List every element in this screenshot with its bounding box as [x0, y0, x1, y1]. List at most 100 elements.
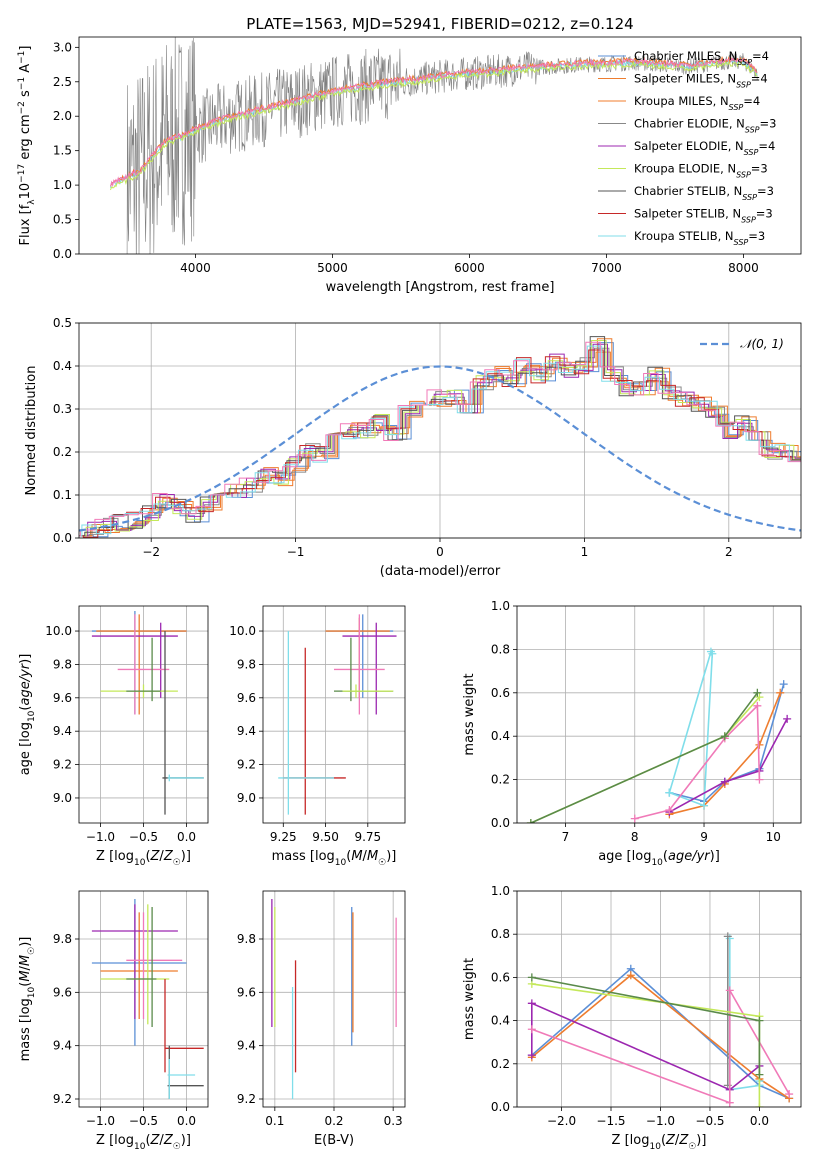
series-marker [723, 932, 732, 941]
figure-title: PLATE=1563, MJD=52941, FIBERID=0212, z=0… [246, 15, 633, 33]
y-tick-label: 0.5 [53, 316, 72, 330]
y-tick-label: 0.2 [53, 445, 72, 459]
x-tick-label: 0.1 [265, 1114, 284, 1128]
spectrum-model-line [110, 59, 758, 191]
legend-label: Chabrier MILES, NSSP=4 [634, 49, 769, 67]
x-tick-label: −1.5 [596, 1114, 625, 1128]
x-tick-label: 0.0 [750, 1114, 769, 1128]
x-tick-label: 0.2 [324, 1114, 343, 1128]
mass_weight_vs_Z-ylabel: mass weight [462, 958, 477, 1040]
x-tick-label: 0.0 [177, 1114, 196, 1128]
series-marker [755, 693, 764, 702]
series-line [530, 692, 759, 823]
series-marker [776, 688, 785, 697]
mass_weight_vs_age-axes: 7 8 9 10 0.0 0.2 0.4 0.6 0.8 1.0 [491, 599, 801, 844]
spectrum-frame [78, 36, 802, 255]
y-tick-label: 9.2 [53, 1092, 72, 1106]
mass_weight_vs_Z-frame [516, 890, 802, 1108]
spectrum-axes: 4000 5000 6000 7000 8000 0.0 0.5 1.0 1.5 2.0 2.5 3.… [53, 40, 759, 275]
residual-histogram [79, 336, 801, 537]
residual-histograms [79, 336, 801, 538]
legend-label: Kroupa ELODIE, NSSP=3 [634, 162, 768, 180]
mass_weight_vs_age-lines [526, 647, 792, 823]
x-tick-label: 9.75 [354, 830, 381, 844]
y-tick-label: 0.2 [491, 1057, 510, 1071]
series-marker [527, 973, 536, 982]
mass_vs_ebv-points [271, 899, 397, 1099]
series-marker [725, 986, 734, 995]
spectrum-data [126, 37, 758, 254]
x-tick-label: 0.3 [384, 1114, 403, 1128]
mass_weight_vs_age-ylabel: mass weight [462, 673, 477, 755]
legend-label: Kroupa MILES, NSSP=4 [634, 94, 760, 112]
y-tick-label: 9.8 [237, 657, 256, 671]
legend-label: Salpeter MILES, NSSP=4 [634, 72, 768, 90]
age_vs_Z-xlabel: Z [log10(Z/Z☉)] [96, 849, 191, 868]
x-tick-label: −0.5 [695, 1114, 724, 1128]
mass_vs_ebv-frame [262, 890, 406, 1108]
x-tick-label: 9.25 [270, 830, 297, 844]
series-marker [779, 680, 788, 689]
age_vs_Z-points [91, 611, 204, 815]
y-tick-label: 10.0 [229, 624, 256, 638]
mass_vs_Z-ylabel: mass [log10(M/M☉)] [18, 937, 37, 1062]
y-tick-label: 0.8 [491, 642, 510, 656]
x-tick-label: −1 [287, 545, 305, 559]
mass_vs_ebv-xlabel: E(B-V) [314, 1133, 354, 1148]
x-tick-label: 9.50 [312, 830, 339, 844]
y-tick-label: 0.0 [53, 247, 72, 261]
y-tick-label: 0.5 [53, 213, 72, 227]
series-marker [755, 1016, 764, 1025]
legend-label: Chabrier STELIB, NSSP=3 [634, 184, 774, 202]
x-tick-label: 9 [700, 830, 708, 844]
x-tick-label: −2 [142, 545, 160, 559]
series-marker [755, 1070, 764, 1079]
x-tick-label: 6000 [454, 261, 485, 275]
legend-label: Kroupa STELIB, NSSP=3 [634, 229, 765, 247]
series-line [634, 703, 761, 820]
y-tick-label: 1.5 [53, 144, 72, 158]
x-tick-label: −0.5 [129, 1114, 158, 1128]
age_vs_mass-points [278, 614, 397, 815]
y-tick-label: 9.4 [237, 1039, 256, 1053]
mass_weight_vs_age-xlabel: age [log10(age/yr)] [598, 849, 720, 868]
residuals-ylabel: Normed distribution [24, 366, 39, 496]
y-tick-label: 9.2 [53, 758, 72, 772]
series-marker [755, 775, 764, 784]
x-tick-label: 0 [436, 545, 444, 559]
series-marker [630, 814, 639, 823]
normal-curve [79, 365, 801, 532]
y-tick-label: 9.4 [53, 1039, 72, 1053]
x-tick-label: −1.0 [86, 1114, 115, 1128]
residual-histogram [79, 343, 801, 537]
x-tick-label: −0.5 [129, 830, 158, 844]
x-tick-label: −1.0 [86, 830, 115, 844]
legend-label: Chabrier ELODIE, NSSP=3 [634, 117, 776, 135]
series-marker [700, 801, 709, 810]
x-tick-label: 4000 [180, 261, 211, 275]
spectrum-legend: Chabrier MILES, NSSP=4 Salpeter MILES, NS… [598, 49, 776, 247]
x-tick-label: 0.0 [177, 830, 196, 844]
y-tick-label: 0.8 [491, 927, 510, 941]
y-tick-label: 1.0 [53, 178, 72, 192]
age_vs_Z-frame [78, 605, 209, 824]
series-marker [665, 805, 674, 814]
age_vs_Z-ylabel: age [log10(age/yr)] [18, 654, 37, 776]
y-tick-label: 0.6 [491, 686, 510, 700]
x-tick-label: 10 [766, 830, 781, 844]
mass_vs_ebv-axes: 0.1 0.2 0.3 9.2 9.4 9.6 9.8 [237, 891, 405, 1128]
series-marker [755, 740, 764, 749]
y-tick-label: 0.4 [491, 729, 510, 743]
y-tick-label: 9.4 [53, 724, 72, 738]
y-tick-label: 0.4 [53, 359, 72, 373]
residual-histogram [79, 349, 801, 538]
y-tick-label: 9.2 [237, 1092, 256, 1106]
y-tick-label: 0.3 [53, 402, 72, 416]
age_vs_mass-axes: 9.25 9.50 9.75 9.0 9.2 9.4 9.6 9.8 10.0 [229, 606, 405, 844]
residuals-axes: −2 −1 0 1 2 0.0 0.1 0.2 0.3 0.4 0.5 [53, 316, 801, 559]
y-tick-label: 9.2 [237, 758, 256, 772]
series-marker [753, 701, 762, 710]
y-tick-label: 9.6 [53, 985, 72, 999]
y-tick-label: 10.0 [45, 624, 72, 638]
